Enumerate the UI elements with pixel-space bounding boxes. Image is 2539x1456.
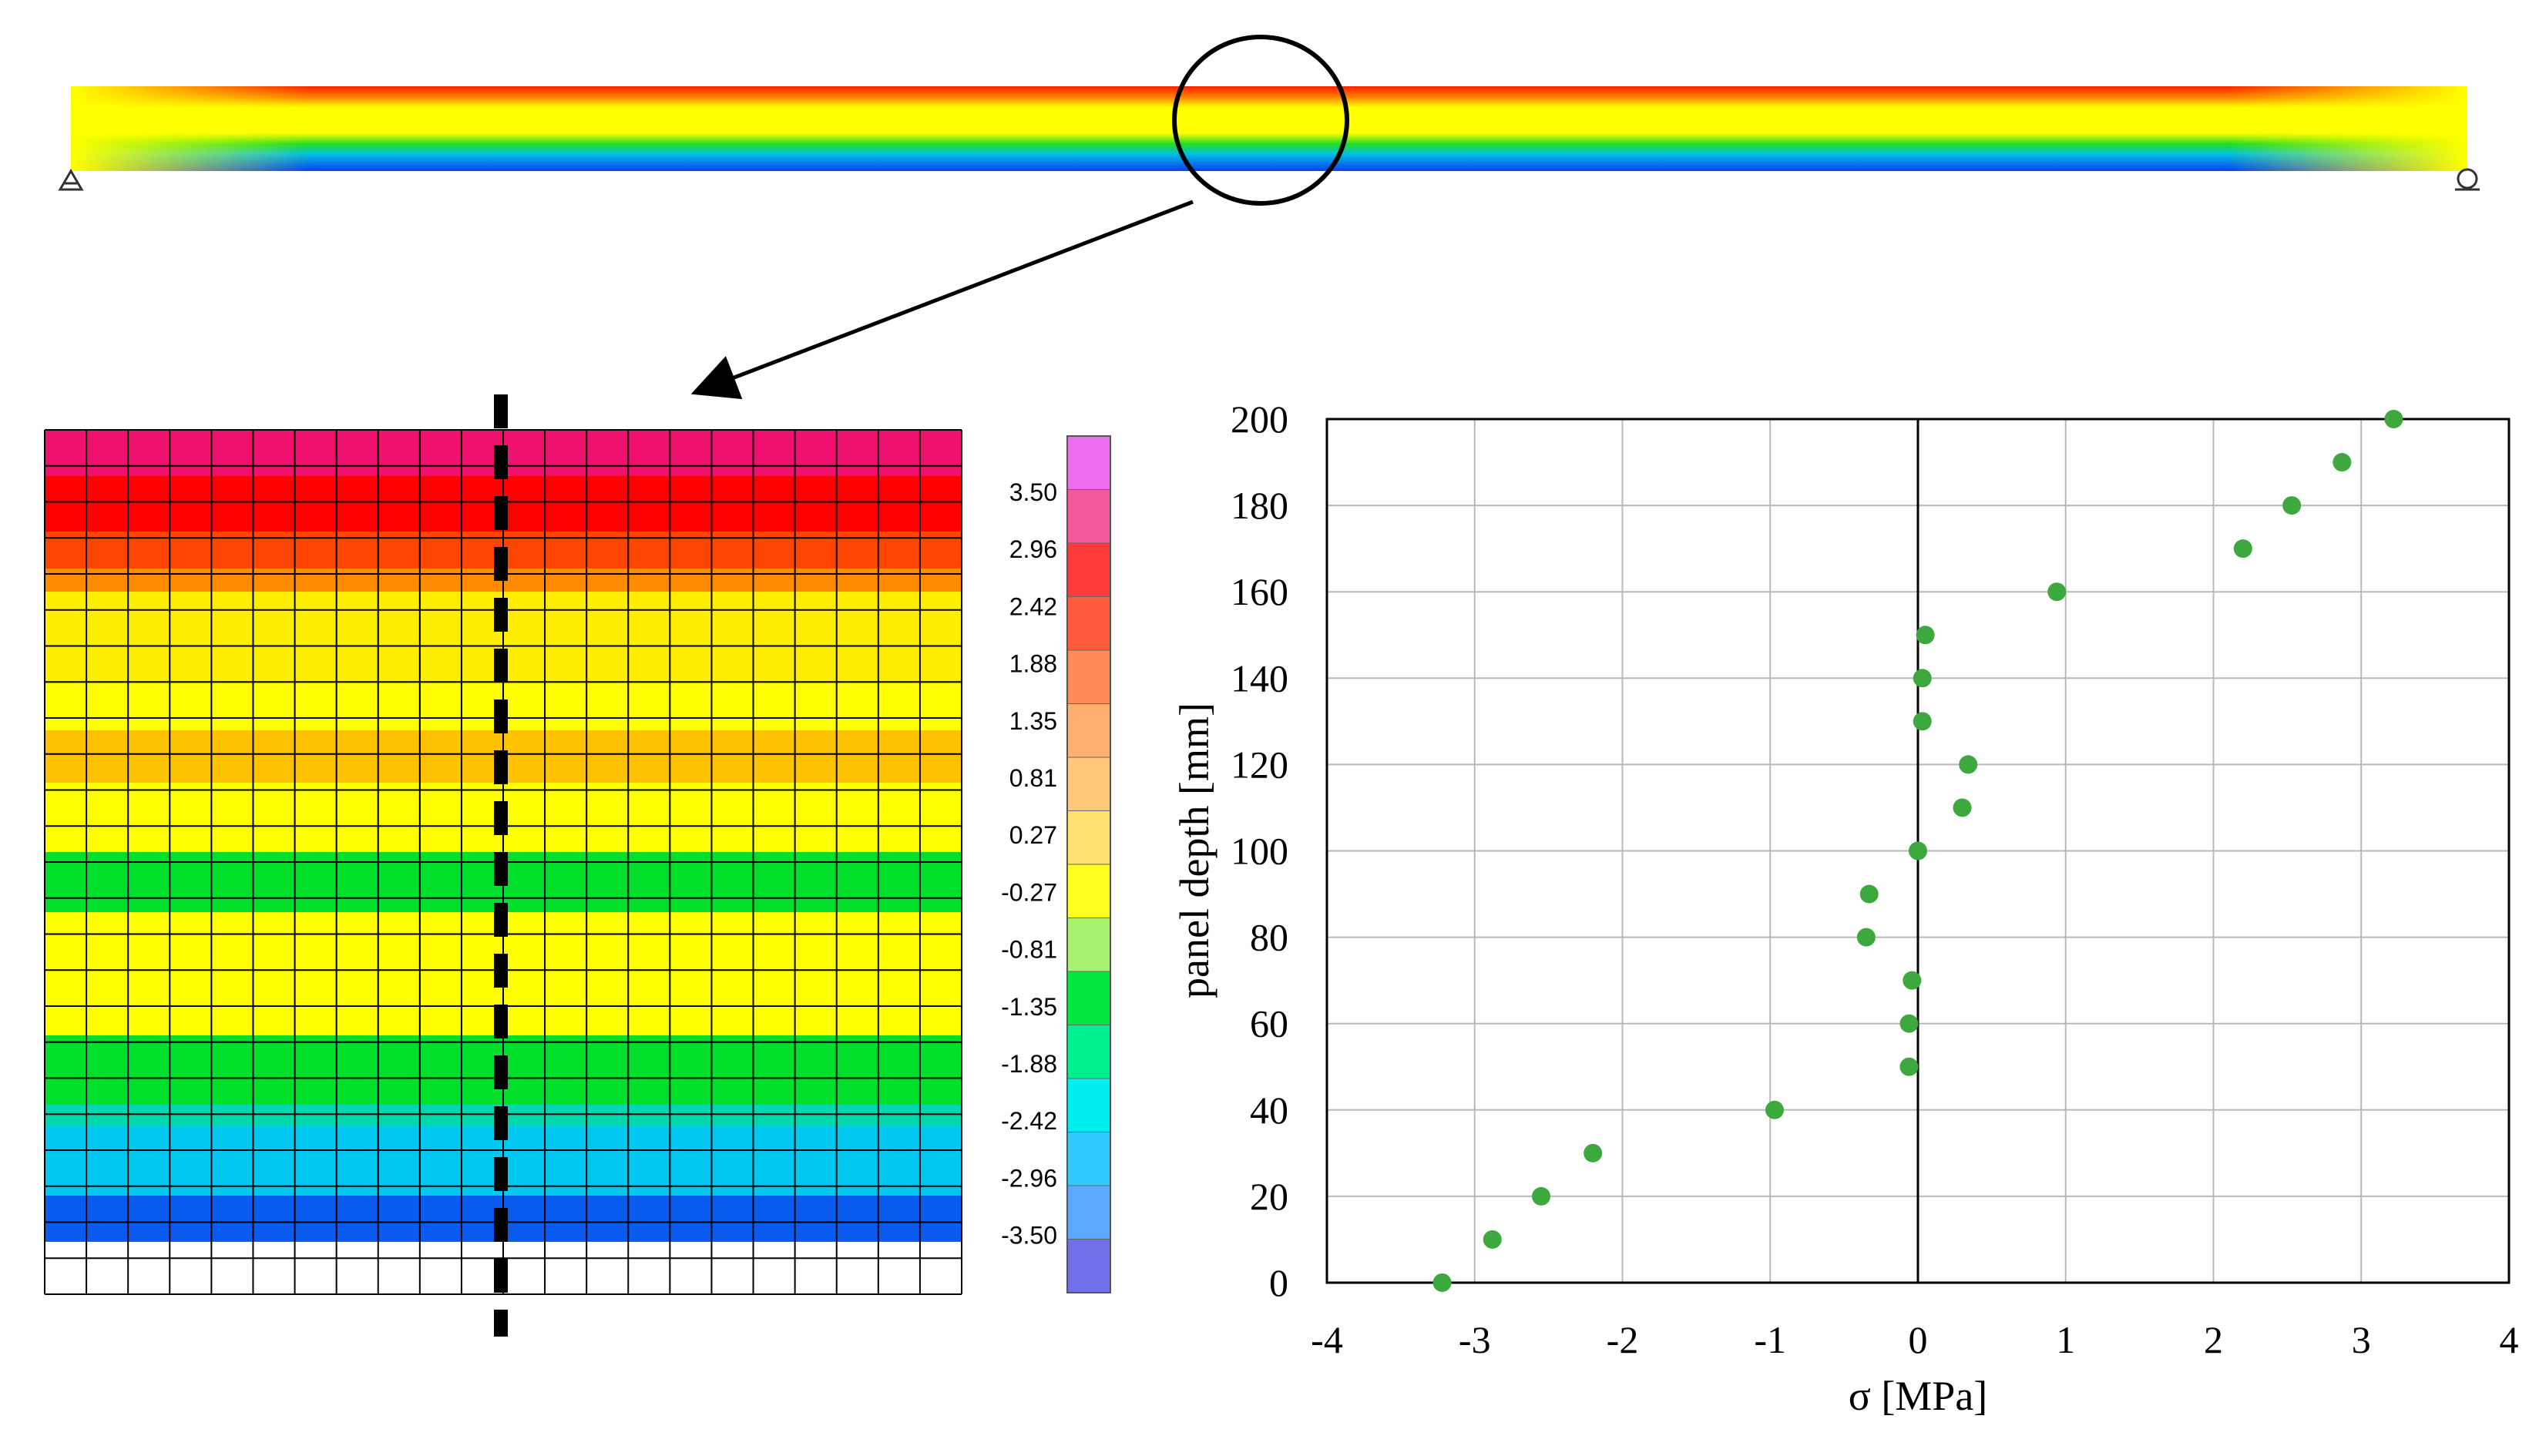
legend-swatch xyxy=(1066,864,1111,918)
legend-swatch xyxy=(1066,1025,1111,1079)
y-axis-label: panel depth [mm] xyxy=(1171,703,1217,998)
legend-swatch xyxy=(1066,703,1111,758)
data-point xyxy=(1765,1100,1785,1119)
data-point xyxy=(1953,798,1972,817)
legend-swatch xyxy=(1066,918,1111,972)
y-tick-label: 160 xyxy=(1231,570,1288,613)
x-tick-label: 4 xyxy=(2500,1318,2519,1361)
zoom-arrow xyxy=(690,200,1194,400)
data-point xyxy=(1913,669,1932,688)
legend-swatch xyxy=(1066,596,1111,651)
legend-label: 2.42 xyxy=(1009,592,1057,620)
data-point xyxy=(1483,1230,1502,1249)
data-point xyxy=(1959,755,1978,774)
legend-label: 2.96 xyxy=(1009,535,1057,563)
contour-panel xyxy=(44,394,962,1337)
chart-grid xyxy=(1327,419,2509,1283)
data-point xyxy=(1856,928,1876,947)
y-tick-label: 200 xyxy=(1231,398,1288,441)
legend-label: 0.81 xyxy=(1009,764,1057,792)
data-point xyxy=(1899,1014,1919,1033)
legend-swatch xyxy=(1066,1078,1111,1132)
stress-depth-chart: -4 -3 -2 -1 0 1 2 3 4 0 20 40 60 80 100 120 140 160 180 20… xyxy=(1171,398,2519,1419)
beam-contour xyxy=(58,35,2480,400)
left-support-icon xyxy=(58,169,84,191)
y-tick-label: 60 xyxy=(1250,1002,1288,1045)
x-tick-labels: -4 -3 -2 -1 0 1 2 3 4 xyxy=(1311,1318,2518,1361)
legend-label: -3.50 xyxy=(1001,1222,1057,1250)
legend-swatch xyxy=(1066,435,1111,490)
data-point xyxy=(2332,453,2352,472)
legend-swatch xyxy=(1066,489,1111,544)
y-tick-label: 80 xyxy=(1250,916,1288,959)
data-point xyxy=(1432,1273,1452,1292)
y-tick-label: 180 xyxy=(1231,484,1288,527)
x-tick-label: 0 xyxy=(1909,1318,1928,1361)
legend-label: -0.81 xyxy=(1001,936,1057,964)
legend-swatch xyxy=(1066,971,1111,1025)
data-point xyxy=(1899,1057,1919,1076)
y-tick-label: 0 xyxy=(1269,1261,1288,1304)
data-point xyxy=(2047,582,2067,602)
plot-frame xyxy=(1325,418,2510,1284)
legend-swatch xyxy=(1066,1239,1111,1293)
legend-swatch xyxy=(1066,649,1111,704)
legend-swatch xyxy=(1066,810,1111,865)
x-tick-label: -1 xyxy=(1754,1318,1786,1361)
data-point xyxy=(1903,971,1922,990)
y-tick-label: 120 xyxy=(1231,743,1288,786)
y-tick-label: 40 xyxy=(1250,1089,1288,1132)
legend-label: -1.35 xyxy=(1001,993,1057,1021)
legend-label: -0.27 xyxy=(1001,878,1057,906)
x-tick-label: 1 xyxy=(2056,1318,2075,1361)
data-point xyxy=(1532,1186,1551,1206)
x-tick-label: 2 xyxy=(2204,1318,2223,1361)
data-point xyxy=(2282,496,2302,515)
legend-label: -1.88 xyxy=(1001,1050,1057,1078)
y-tick-label: 140 xyxy=(1231,656,1288,699)
x-tick-label: 3 xyxy=(2352,1318,2371,1361)
legend-label: 1.88 xyxy=(1009,650,1057,678)
x-tick-label: -4 xyxy=(1311,1318,1343,1361)
y-tick-label: 20 xyxy=(1250,1175,1288,1218)
data-point xyxy=(1584,1143,1603,1162)
x-axis-label: σ [MPa] xyxy=(1849,1373,1988,1419)
legend-frame xyxy=(1066,435,1111,1293)
legend-label: -2.96 xyxy=(1001,1164,1057,1192)
x-tick-label: -2 xyxy=(1607,1318,1639,1361)
stress-legend: 3.50 2.96 2.42 1.88 1.35 0.81 0.27 -0.27 -0.81 -1… xyxy=(1001,435,1111,1293)
x-tick-label: -3 xyxy=(1459,1318,1491,1361)
data-point xyxy=(2384,410,2403,428)
y-tick-label: 100 xyxy=(1231,830,1288,873)
zoom-circle xyxy=(1172,35,1349,206)
data-points xyxy=(1432,410,2403,1292)
legend-swatch xyxy=(1066,1132,1111,1186)
y-tick-labels: 0 20 40 60 80 100 120 140 160 180 200 xyxy=(1231,398,1288,1304)
legend-swatch xyxy=(1066,542,1111,597)
data-point xyxy=(1909,841,1927,861)
right-support-icon xyxy=(2455,168,2480,191)
data-point xyxy=(1859,884,1879,904)
data-point xyxy=(1916,626,1935,645)
legend-label: -2.42 xyxy=(1001,1107,1057,1135)
data-point xyxy=(1913,712,1932,731)
beam-end-fade xyxy=(71,86,2467,171)
legend-label: 3.50 xyxy=(1009,478,1057,506)
data-point xyxy=(2233,539,2252,559)
legend-label: 0.27 xyxy=(1009,821,1057,849)
legend-swatch xyxy=(1066,1185,1111,1240)
legend-swatch xyxy=(1066,757,1111,811)
legend-label: 1.35 xyxy=(1009,707,1057,735)
